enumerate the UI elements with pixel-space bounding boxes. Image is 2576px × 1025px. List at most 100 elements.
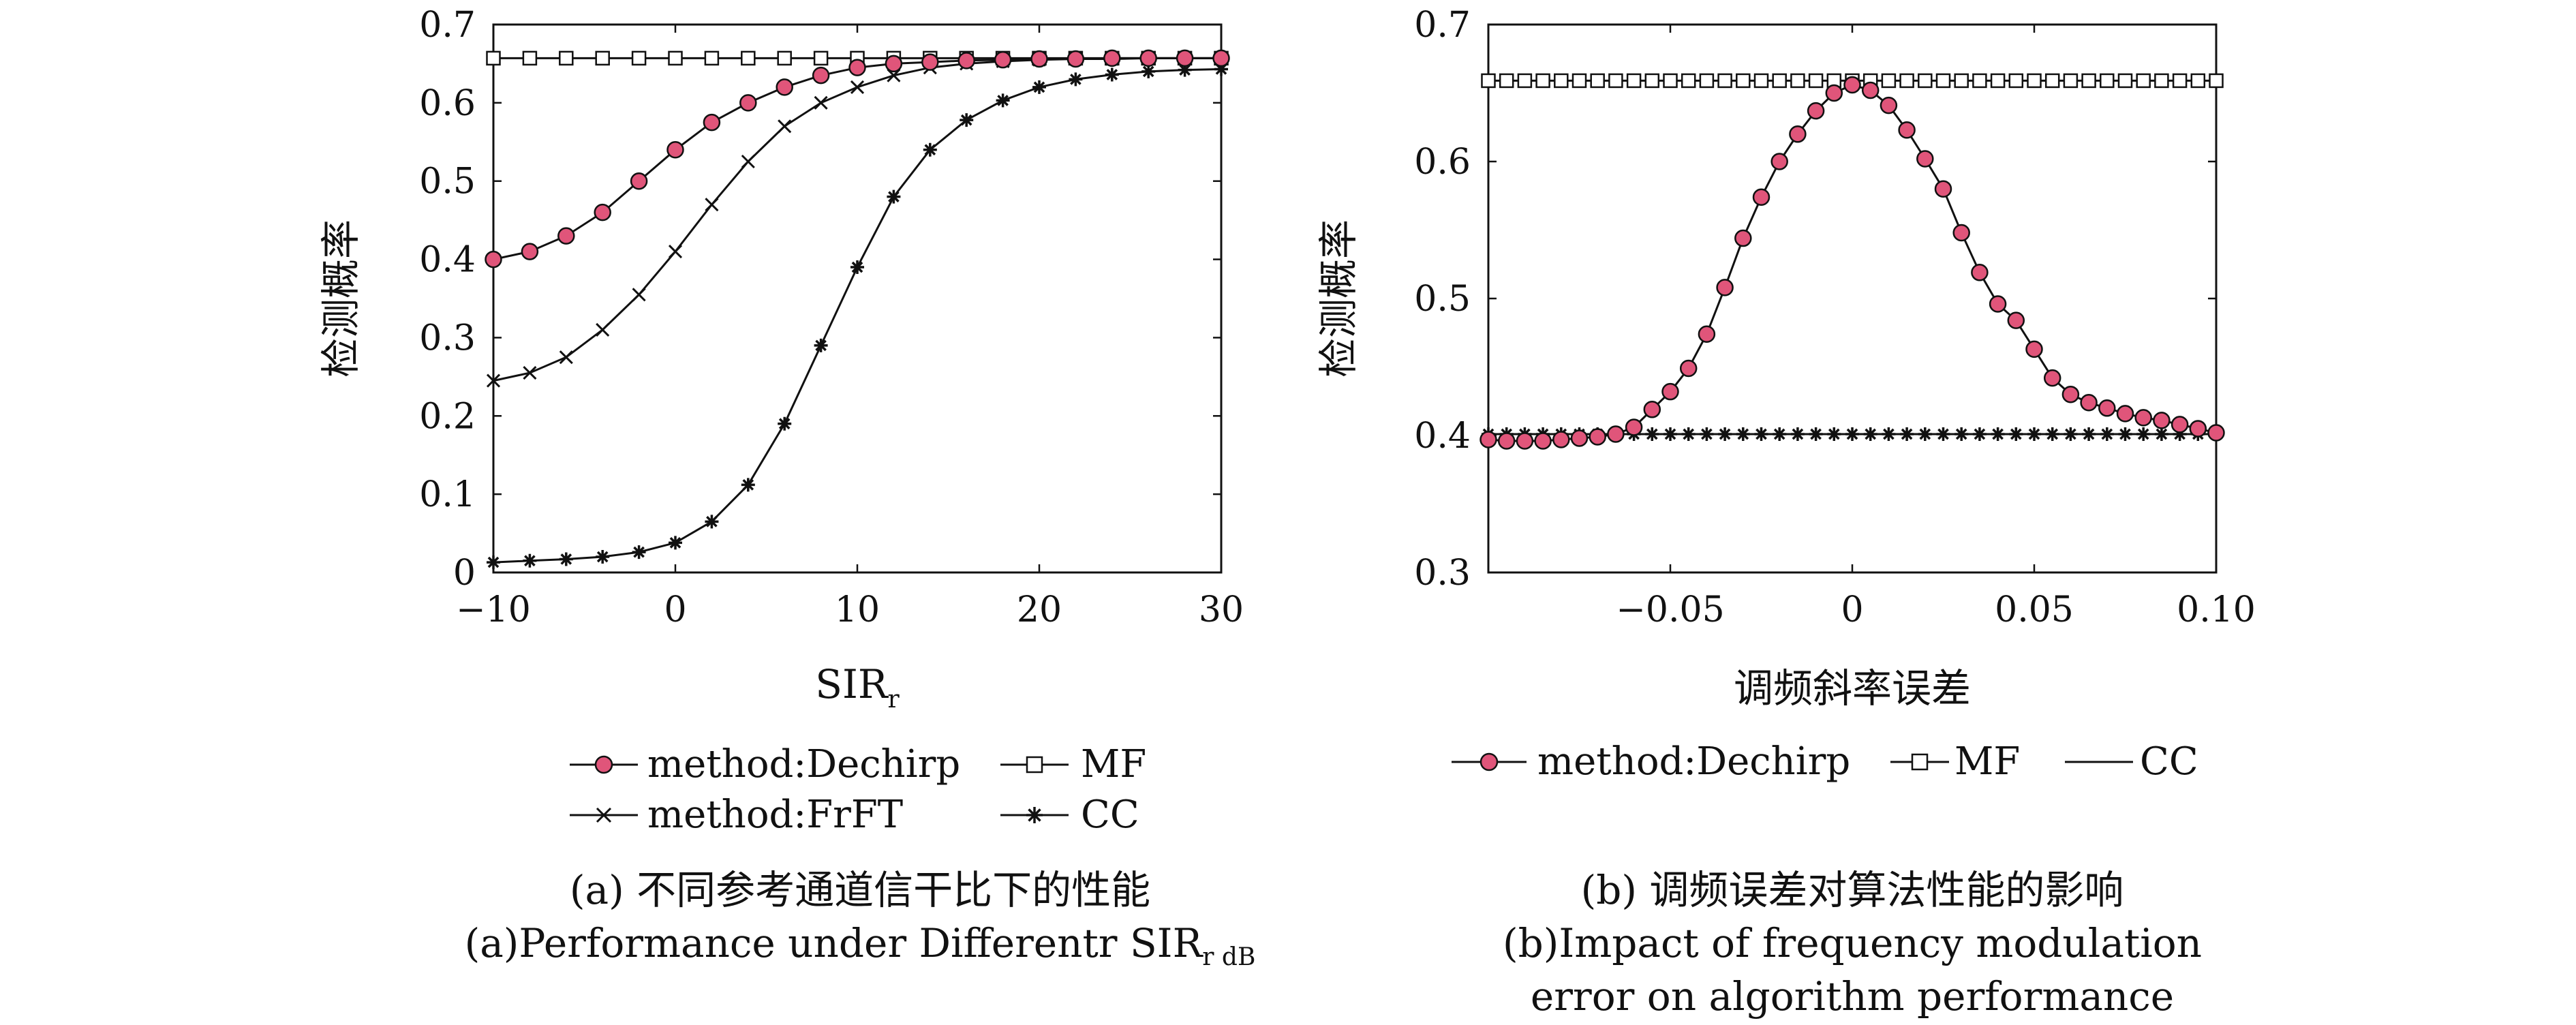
data-point-mf: [2209, 73, 2224, 89]
panel-a-series: [485, 49, 1230, 570]
data-point-cc: [1032, 80, 1046, 94]
series-method-dechirp: [485, 49, 1230, 269]
y-tick-label: 0: [453, 553, 476, 594]
x-tick-label: 0: [1841, 590, 1863, 630]
legend-b-item-cc: CC: [2065, 739, 2198, 784]
data-point-mf: [1753, 73, 1769, 89]
data-point-mf: [2008, 73, 2024, 89]
legend-b-marker-dechirp: [1479, 752, 1499, 771]
data-point-cc: [1827, 427, 1841, 441]
data-point-method-dechirp: [485, 250, 502, 269]
data-point-method-dechirp: [2116, 405, 2134, 423]
data-point-cc: [2173, 427, 2187, 441]
x-tick-label: −0.05: [1616, 590, 1724, 630]
data-point-method-dechirp: [2189, 420, 2207, 438]
data-point-cc: [2045, 427, 2059, 441]
data-point-cc: [596, 550, 610, 564]
data-point-method-dechirp: [666, 141, 684, 159]
data-point-cc: [559, 552, 573, 566]
data-point-method-dechirp: [1067, 50, 1085, 68]
data-point-cc: [1736, 427, 1750, 441]
panel-b-caption-en: (b)Impact of frequency modulation: [1503, 920, 2202, 966]
data-point-method-frft: [596, 322, 610, 337]
data-point-method-dechirp: [1898, 121, 1916, 139]
y-tick-label: 0.6: [1414, 142, 1471, 183]
data-point-method-dechirp: [2080, 394, 2098, 412]
legend-item-dechirp: method:Dechirp: [570, 742, 960, 786]
legend-marker-cc: [1026, 807, 1043, 823]
panel-b-series: [1479, 73, 2225, 450]
data-point-mf: [1717, 73, 1732, 89]
data-point-mf: [1808, 73, 1824, 89]
data-point-mf: [1571, 73, 1587, 89]
data-point-cc: [1754, 427, 1768, 441]
data-point-method-dechirp: [1625, 418, 1643, 436]
data-point-method-dechirp: [2207, 424, 2225, 442]
data-point-mf: [631, 50, 647, 66]
data-point-method-dechirp: [1607, 425, 1625, 443]
x-tick-label: 0: [664, 590, 686, 630]
legend-b-marker-mf: [1911, 753, 1929, 771]
panel-a-caption-en-main: (a)Performance under Differentr SIR: [465, 920, 1204, 966]
data-point-method-frft: [778, 119, 792, 134]
data-point-method-dechirp: [2134, 409, 2152, 427]
data-point-method-dechirp: [2061, 385, 2080, 403]
legend-label-mf: MF: [1081, 742, 1146, 786]
panel-b-y-axis-label: 检测概率: [1315, 219, 1362, 378]
data-point-method-dechirp: [848, 59, 866, 76]
data-point-mf: [2027, 73, 2042, 89]
data-point-mf: [741, 50, 756, 66]
data-point-mf: [486, 50, 501, 66]
panel-b-x-axis-label: 调频斜率误差: [1734, 665, 1971, 712]
data-point-method-dechirp: [957, 52, 975, 70]
data-point-cc: [2136, 427, 2151, 441]
data-point-method-dechirp: [1825, 84, 1843, 102]
data-point-method-dechirp: [1934, 180, 1952, 198]
data-point-mf: [777, 50, 792, 66]
legend-b-item-dechirp: method:Dechirp: [1452, 739, 1850, 784]
data-point-cc: [1069, 72, 1083, 87]
data-point-mf: [1590, 73, 1605, 89]
data-point-mf: [2136, 73, 2151, 89]
data-point-method-dechirp: [776, 78, 793, 96]
data-point-method-dechirp: [2043, 369, 2061, 387]
data-point-cc: [1972, 427, 1987, 441]
data-point-mf: [1517, 73, 1533, 89]
data-point-cc: [1790, 427, 1805, 441]
data-point-cc: [1141, 64, 1156, 78]
data-point-cc: [1645, 427, 1659, 441]
y-tick-label: 0.4: [419, 240, 476, 281]
data-point-cc: [1918, 427, 1932, 441]
x-tick-label: −10: [456, 590, 531, 630]
data-point-cc: [741, 478, 755, 492]
data-point-mf: [2172, 73, 2188, 89]
data-point-method-dechirp: [739, 94, 757, 112]
data-point-mf: [1681, 73, 1696, 89]
data-point-method-frft: [632, 288, 646, 302]
data-point-mf: [1608, 73, 1623, 89]
x-tick-label: 0.05: [1995, 590, 2074, 630]
data-point-method-dechirp: [1698, 325, 1716, 343]
series-method-dechirp: [1479, 76, 2225, 450]
data-point-cc: [2154, 427, 2168, 441]
data-point-mf: [668, 50, 683, 66]
data-point-method-dechirp: [1139, 49, 1157, 67]
panel-a-y-axis-label: 检测概率: [318, 219, 364, 378]
data-point-cc: [487, 555, 500, 570]
panel-a-legend: method:Dechirp MF method:FrFT CC: [570, 742, 1146, 837]
data-point-mf: [1626, 73, 1642, 89]
data-point-cc: [1663, 427, 1677, 441]
data-point-method-dechirp: [1952, 224, 1970, 242]
y-tick-label: 0.3: [1414, 553, 1471, 594]
data-point-cc: [1105, 67, 1119, 82]
data-point-method-dechirp: [1497, 432, 1516, 450]
data-point-cc: [778, 416, 792, 431]
data-point-cc: [1863, 427, 1877, 441]
data-point-cc: [2118, 427, 2132, 441]
legend-item-mf: MF: [1000, 742, 1146, 786]
data-point-method-frft: [486, 373, 501, 388]
data-point-method-dechirp: [1752, 188, 1770, 206]
